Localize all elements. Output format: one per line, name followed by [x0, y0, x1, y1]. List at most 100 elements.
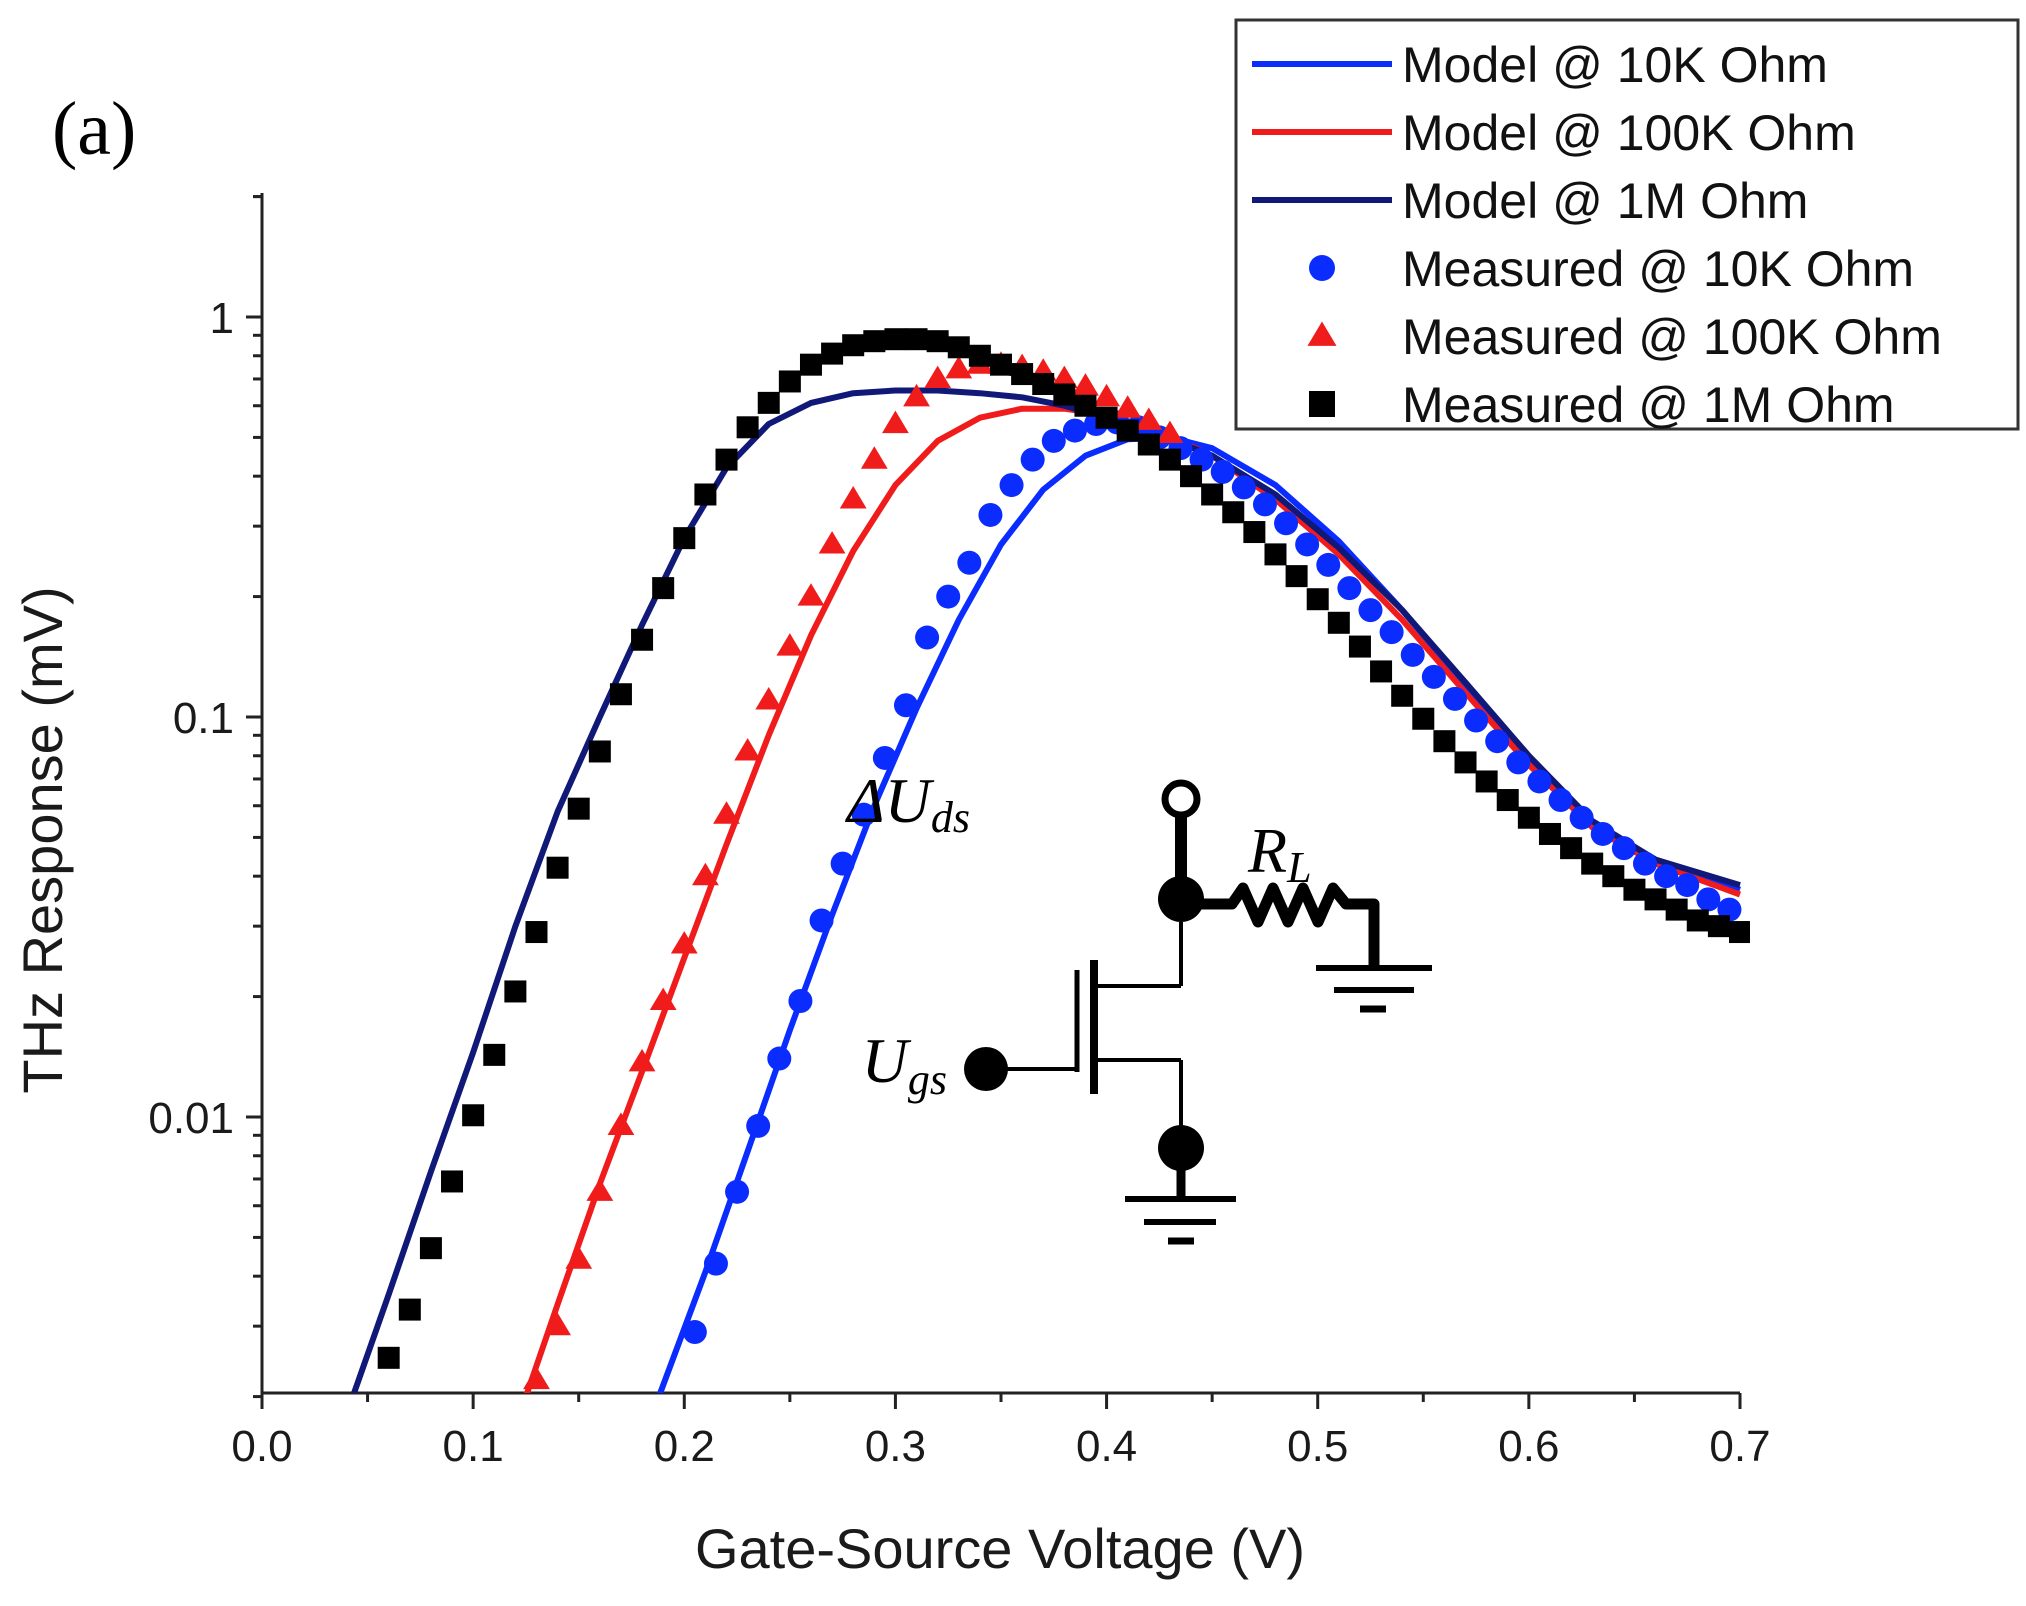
data-point [1370, 660, 1393, 683]
data-point [1358, 598, 1383, 623]
data-point [1560, 837, 1583, 860]
data-point [1464, 708, 1489, 733]
data-point [523, 1366, 550, 1390]
legend-label: Measured @ 1M Ohm [1402, 377, 1895, 433]
data-point [725, 1179, 750, 1204]
data-point [893, 693, 918, 718]
data-point [1581, 852, 1604, 875]
data-point [1264, 543, 1287, 566]
data-point [544, 1312, 571, 1336]
x-tick-label: 0.7 [1709, 1422, 1770, 1471]
data-point [788, 988, 813, 1013]
data-point [1400, 642, 1425, 667]
data-point [546, 856, 569, 879]
data-point [1696, 887, 1721, 912]
data-point [1442, 686, 1467, 711]
data-point [586, 1178, 614, 1201]
data-point [915, 625, 940, 650]
data-point [1116, 419, 1139, 442]
data-point [525, 921, 548, 944]
data-point [1011, 363, 1034, 386]
legend: Model @ 10K Ohm Model @ 100K Ohm Model @ 1… [1234, 18, 2020, 433]
y-tick-label: 0.1 [173, 694, 234, 743]
y-axis-label: THz Response (mV) [11, 586, 74, 1093]
data-point [1412, 707, 1435, 730]
data-point [682, 1320, 707, 1345]
panel-label: (a) [52, 87, 136, 171]
data-point [1485, 729, 1510, 754]
y-tick-label: 1 [210, 294, 234, 343]
data-point [1391, 684, 1414, 707]
data-point [715, 448, 738, 471]
data-point [755, 687, 783, 710]
model-line [350, 387, 1741, 1393]
data-point [1072, 373, 1099, 396]
data-point [1686, 909, 1709, 932]
data-point [1158, 448, 1181, 471]
data-point [1295, 532, 1320, 557]
data-point [1611, 836, 1636, 861]
data-point [936, 584, 961, 609]
data-point [842, 334, 865, 357]
data-point [860, 446, 888, 469]
data-point [567, 797, 590, 820]
data-point [649, 987, 677, 1011]
legend-entry: Measured @ 100K Ohm [1307, 309, 1942, 365]
gate-terminal [964, 1047, 1008, 1091]
data-point [483, 1043, 506, 1066]
data-point [830, 851, 855, 876]
data-point [692, 862, 719, 886]
legend-marker-swatch [1309, 255, 1335, 281]
data-point [607, 1112, 635, 1135]
data-point [670, 931, 698, 954]
legend-entry: Model @ 1M Ohm [1252, 173, 1808, 229]
data-point [1517, 806, 1540, 829]
data-point [1053, 383, 1076, 406]
series-layer [350, 328, 1750, 1393]
data-point [1433, 730, 1456, 753]
data-point [1135, 407, 1163, 430]
data-point [703, 1251, 728, 1276]
data-point [1644, 888, 1667, 911]
legend-entry: Measured @ 10K Ohm [1309, 241, 1914, 297]
data-point [905, 328, 928, 351]
data-point [882, 410, 909, 434]
data-point [1348, 635, 1371, 658]
mosfet-circuit-inset [964, 779, 1432, 1245]
x-tick-label: 0.2 [654, 1422, 715, 1471]
legend-entry: Model @ 10K Ohm [1252, 37, 1828, 93]
data-point [1538, 822, 1561, 845]
data-point [1032, 372, 1055, 395]
data-point [1201, 483, 1224, 506]
data-point [926, 330, 949, 353]
data-point [588, 740, 611, 763]
data-point [419, 1237, 442, 1260]
measured-points-group [523, 351, 1184, 1390]
data-point [628, 1048, 656, 1072]
data-point [565, 1246, 593, 1269]
y-tick-label: 0.01 [148, 1094, 234, 1143]
data-point [734, 738, 762, 761]
data-point [978, 502, 1003, 527]
data-point [1602, 865, 1625, 888]
data-point [945, 355, 973, 379]
data-point [736, 416, 759, 439]
data-point [1285, 565, 1308, 588]
axes: 0.0 0.1 0.2 0.3 0.4 0.5 0.6 0.7 0.01 0.1 1 [148, 193, 1771, 1471]
data-point [1243, 521, 1266, 544]
data-point [1231, 475, 1256, 500]
load-resistor-label: RL [1247, 815, 1312, 892]
gate-voltage-label: Ugs [862, 1025, 947, 1104]
data-point [799, 353, 822, 376]
data-point [1062, 418, 1087, 443]
data-point [462, 1104, 485, 1127]
data-point [863, 330, 886, 353]
legend-label: Measured @ 100K Ohm [1402, 309, 1942, 365]
data-point [1093, 383, 1120, 407]
data-point [767, 1046, 792, 1071]
legend-label: Model @ 100K Ohm [1402, 105, 1856, 161]
data-point [441, 1170, 464, 1193]
data-point [1475, 770, 1498, 793]
data-point [1306, 588, 1329, 611]
data-point [851, 802, 876, 827]
